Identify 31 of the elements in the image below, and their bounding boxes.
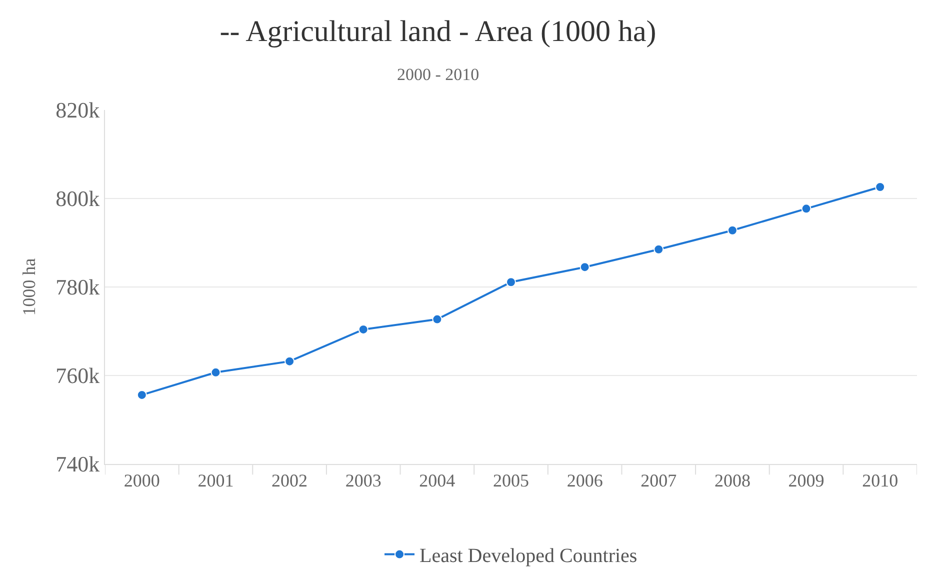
point bbox=[580, 262, 590, 272]
point bbox=[801, 204, 812, 214]
point bbox=[136, 390, 147, 400]
x-tick-label: 2010 bbox=[862, 470, 898, 491]
x-tick-label: 2004 bbox=[419, 470, 456, 491]
x-tick-label: 2008 bbox=[714, 470, 750, 491]
point bbox=[727, 225, 738, 236]
x-tick-label: 2005 bbox=[493, 470, 529, 491]
point bbox=[506, 277, 516, 288]
y-axis-title: 1000 ha bbox=[18, 258, 39, 316]
point bbox=[875, 182, 886, 192]
legend-label: Least Developed Countries bbox=[420, 545, 638, 568]
point bbox=[358, 324, 368, 334]
x-tick-label: 2007 bbox=[640, 470, 677, 491]
point bbox=[432, 314, 442, 324]
chart-subtitle: 2000 - 2010 bbox=[396, 65, 480, 84]
point bbox=[654, 244, 664, 254]
x-tick-label: 2006 bbox=[566, 470, 603, 491]
x-tick-label: 2001 bbox=[198, 470, 234, 491]
point bbox=[284, 356, 295, 366]
x-tick-label: 2000 bbox=[124, 470, 160, 491]
chart-title: -- Agricultural land - Area (1000 ha) bbox=[220, 15, 656, 48]
point bbox=[210, 367, 221, 378]
y-tick-label: 740k bbox=[56, 452, 100, 477]
x-tick-label: 2002 bbox=[272, 470, 308, 491]
y-tick-label: 760k bbox=[56, 363, 100, 388]
y-tick-label: 780k bbox=[56, 274, 100, 300]
y-tick-label: 800k bbox=[56, 186, 100, 212]
y-tick-label: 820k bbox=[56, 98, 100, 123]
x-tick-label: 2009 bbox=[788, 470, 824, 491]
x-tick-label: 2003 bbox=[345, 470, 382, 491]
